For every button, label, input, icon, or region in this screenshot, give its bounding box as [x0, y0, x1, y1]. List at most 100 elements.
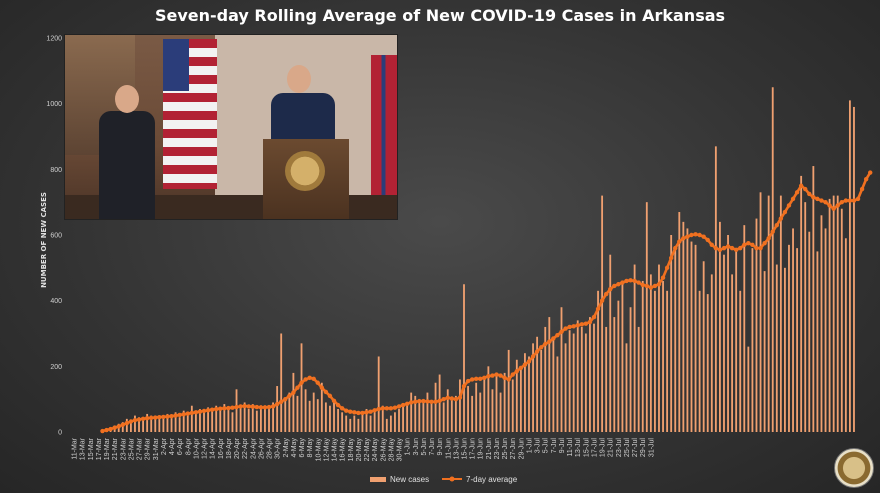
avg-point [863, 176, 869, 182]
legend-swatch-bars [370, 477, 386, 482]
bar [438, 374, 441, 432]
x-tick-label: 22-Apr [242, 437, 249, 459]
bar [544, 326, 547, 432]
avg-point [693, 232, 698, 237]
bar [235, 389, 238, 432]
x-tick-label: 19-Jul [600, 438, 607, 458]
bar [589, 317, 591, 432]
avg-point [209, 407, 215, 412]
bar [329, 405, 331, 432]
x-tick-label: 7-Jun [429, 438, 436, 456]
person-left-head [115, 85, 139, 113]
avg-point [547, 339, 552, 344]
x-tick-label: 5-Jun [421, 438, 428, 456]
avg-point [583, 321, 589, 326]
avg-point [591, 314, 597, 320]
avg-point [417, 398, 422, 404]
avg-point [839, 199, 844, 205]
bar [369, 415, 372, 432]
avg-point [534, 349, 540, 354]
avg-point [132, 417, 138, 423]
bar [308, 400, 311, 432]
bar [495, 376, 498, 432]
avg-point [595, 306, 601, 312]
avg-point [762, 241, 767, 246]
bar [471, 395, 474, 432]
bar [389, 415, 392, 432]
bar [714, 146, 717, 432]
bar [170, 415, 173, 432]
bar [511, 379, 514, 432]
avg-point [636, 280, 641, 285]
avg-point [181, 412, 186, 417]
bar [487, 366, 490, 432]
avg-point [522, 362, 528, 367]
bar [166, 413, 169, 432]
avg-point [843, 198, 849, 203]
avg-point [616, 282, 621, 287]
x-tick-label: 1-Jun [405, 438, 412, 456]
avg-point [555, 332, 560, 338]
x-tick-label: 10-Apr [193, 437, 200, 459]
bar [418, 402, 421, 432]
avg-point [222, 406, 227, 411]
x-tick-label: 2-Apr [161, 437, 168, 455]
bar [129, 420, 132, 432]
avg-point [250, 404, 255, 409]
bar [341, 412, 344, 432]
avg-point [323, 389, 329, 395]
avg-point [388, 406, 394, 411]
avg-point [453, 396, 459, 402]
avg-point [705, 237, 710, 243]
legend-swatch-marker [449, 476, 455, 482]
us-flag-canton [163, 39, 189, 91]
bar [251, 404, 254, 432]
avg-point [299, 380, 304, 385]
avg-point [811, 195, 816, 200]
avg-point [112, 425, 117, 430]
bar [272, 402, 274, 432]
avg-point [738, 245, 743, 251]
avg-point [835, 203, 840, 208]
bar [385, 418, 388, 432]
bar [605, 326, 608, 432]
bar [491, 389, 494, 432]
x-tick-label: 23-Jun [494, 438, 501, 460]
x-tick-label: 31-Jul [648, 438, 655, 458]
bar [507, 349, 510, 432]
avg-point [729, 245, 735, 251]
avg-point [758, 245, 763, 251]
bar [430, 402, 433, 432]
bar [779, 195, 782, 432]
bar [649, 274, 652, 432]
avg-point [794, 190, 800, 195]
avg-point [868, 170, 873, 175]
avg-point [543, 341, 548, 347]
bar [771, 87, 774, 432]
avg-point [169, 414, 174, 419]
bar [556, 356, 559, 432]
avg-point [457, 395, 463, 400]
avg-point [721, 245, 727, 251]
person-right-head [287, 65, 311, 93]
bar [414, 395, 417, 432]
bar [597, 290, 599, 432]
y-axis-label: NUMBER OF NEW CASES [40, 192, 48, 288]
bar [572, 333, 575, 432]
bar [844, 238, 847, 432]
bar [609, 254, 612, 432]
avg-point [214, 406, 219, 412]
bar [719, 221, 721, 432]
avg-point [551, 336, 556, 341]
avg-point [620, 280, 625, 285]
bar [134, 415, 136, 432]
bar [459, 379, 461, 432]
avg-point [656, 282, 662, 287]
avg-point [335, 402, 341, 408]
bar [528, 356, 530, 432]
bar [467, 386, 469, 432]
bar [398, 409, 400, 432]
bar [182, 410, 185, 432]
x-tick-label: 21-Jul [608, 438, 615, 458]
bar [828, 198, 831, 432]
